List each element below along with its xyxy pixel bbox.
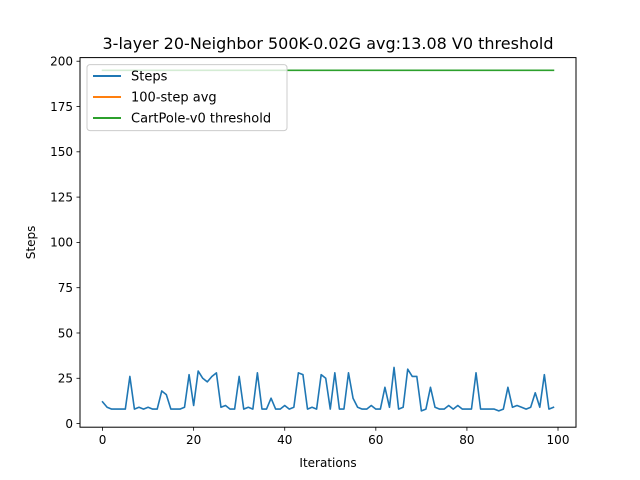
y-axis-label: Steps [24,226,38,260]
y-tick-label: 125 [50,190,73,204]
y-tick-label: 100 [50,236,73,250]
chart-title: 3-layer 20-Neighbor 500K-0.02G avg:13.08… [103,34,554,53]
x-axis-ticks: 0 20 40 60 80 100 [99,427,570,447]
y-tick-label: 50 [58,326,73,340]
x-tick-label: 0 [99,433,107,447]
legend-label-threshold: CartPole-v0 threshold [131,112,271,127]
x-tick-label: 80 [459,433,474,447]
y-tick-label: 0 [65,417,73,431]
y-tick-label: 75 [58,281,73,295]
x-tick-label: 100 [547,433,570,447]
y-axis-ticks: 0 25 50 75 100 125 150 175 200 [50,55,80,431]
x-tick-label: 20 [186,433,201,447]
legend-label-steps: Steps [131,70,168,85]
y-tick-label: 150 [50,145,73,159]
legend-frame [86,64,288,132]
legend-label-100-step-avg: 100-step avg [131,91,217,106]
plot-area-frame [79,57,577,428]
y-tick-label: 175 [50,100,73,114]
x-tick-label: 40 [277,433,292,447]
x-tick-label: 60 [368,433,383,447]
series-line-steps [101,366,555,412]
y-tick-label: 200 [50,55,73,69]
y-tick-label: 25 [58,372,73,386]
legend: Steps 100-step avg CartPole-v0 threshold [86,64,288,132]
x-axis-label: Iterations [299,456,356,470]
